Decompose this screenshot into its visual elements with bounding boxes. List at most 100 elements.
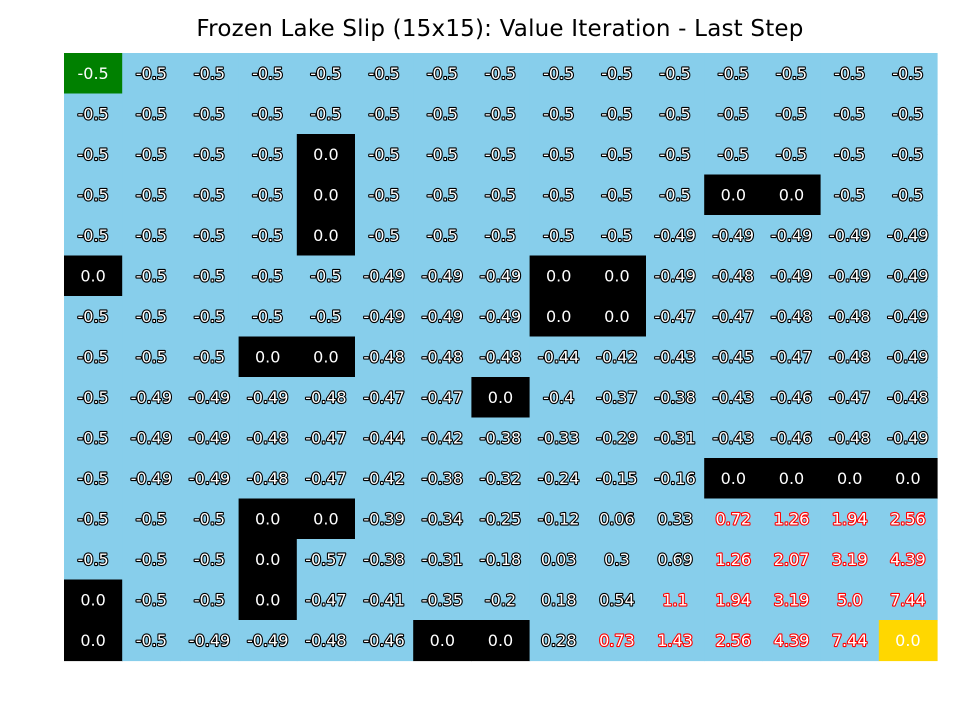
cell-value: -0.5: [252, 226, 283, 245]
cell-value: -0.5: [310, 266, 341, 285]
frozen-cell: [529, 215, 589, 257]
cell-value: -0.49: [189, 469, 230, 488]
cell-value: -0.49: [422, 307, 463, 326]
frozen-cell: [587, 417, 647, 459]
cell-value: -0.47: [771, 347, 812, 366]
cell-value: -0.5: [543, 145, 574, 164]
cell-value: -0.5: [194, 347, 225, 366]
frozen-cell: [413, 53, 472, 95]
frozen-cell: [587, 215, 647, 257]
frozen-cell: [180, 215, 240, 257]
hole-cell: [878, 458, 938, 500]
cell-value: -0.5: [136, 590, 167, 609]
frozen-cell: [180, 498, 240, 540]
cell-value: 0.33: [657, 509, 693, 528]
cell-value: -0.5: [194, 550, 225, 569]
cell-value: -0.33: [538, 428, 579, 447]
cell-value: -0.43: [654, 347, 695, 366]
cell-value: -0.37: [596, 388, 637, 407]
cell-value: -0.5: [601, 185, 632, 204]
cell-value: 0.72: [715, 509, 751, 528]
frozen-cell: [646, 417, 705, 459]
frozen-cell: [238, 53, 298, 95]
cell-value: -0.49: [771, 266, 812, 285]
frozen-cell: [471, 215, 531, 257]
cell-value: 0.0: [895, 631, 920, 650]
frozen-cell: [296, 93, 356, 135]
frozen-cell: [296, 539, 356, 581]
cell-value: 0.69: [657, 550, 693, 569]
cell-value: -0.48: [422, 347, 463, 366]
cell-value: 0.73: [599, 631, 635, 650]
frozen-cell: [122, 458, 181, 500]
cell-value: -0.5: [427, 104, 458, 123]
frozen-cell: [646, 134, 705, 176]
cell-value: -0.5: [368, 226, 399, 245]
cell-value: -0.49: [713, 226, 754, 245]
cell-value: -0.5: [77, 145, 108, 164]
frozen-cell: [878, 498, 938, 540]
frozen-cell: [820, 93, 880, 135]
cell-value: -0.5: [136, 550, 167, 569]
cell-value: -0.48: [305, 631, 346, 650]
frozen-cell: [355, 215, 414, 257]
frozen-cell: [471, 53, 531, 95]
cell-value: -0.49: [771, 226, 812, 245]
frozen-cell: [355, 174, 414, 216]
cell-value: -0.48: [480, 347, 521, 366]
frozen-cell: [762, 134, 822, 176]
frozen-cell: [646, 255, 705, 297]
frozen-cell: [122, 255, 181, 297]
cell-value: -0.49: [189, 428, 230, 447]
frozen-cell: [704, 498, 763, 540]
hole-cell: [762, 174, 822, 216]
cell-value: -0.5: [776, 145, 807, 164]
cell-value: 0.0: [546, 307, 571, 326]
frozen-cell: [587, 174, 647, 216]
frozen-cell: [471, 174, 531, 216]
cell-value: -0.5: [776, 64, 807, 83]
cell-value: -0.48: [363, 347, 404, 366]
frozen-cell: [64, 417, 123, 459]
cell-value: 0.0: [488, 631, 513, 650]
frozen-cell: [820, 539, 880, 581]
cell-value: -0.5: [252, 185, 283, 204]
frozen-cell: [413, 417, 472, 459]
frozen-cell: [296, 417, 356, 459]
cell-value: -0.5: [834, 185, 865, 204]
cell-value: -0.5: [834, 64, 865, 83]
cell-value: -0.5: [194, 307, 225, 326]
hole-cell: [529, 255, 589, 297]
cell-value: -0.48: [713, 266, 754, 285]
hole-cell: [238, 579, 298, 621]
frozen-cell: [413, 93, 472, 135]
cell-value: -0.42: [596, 347, 637, 366]
frozen-cell: [704, 134, 763, 176]
frozen-cell: [820, 296, 880, 338]
cell-value: -0.5: [77, 64, 108, 83]
cell-value: 0.0: [779, 185, 804, 204]
start-cell: [64, 53, 123, 95]
hole-cell: [820, 458, 880, 500]
hole-cell: [471, 377, 531, 419]
frozen-cell: [471, 255, 531, 297]
cell-value: -0.31: [422, 550, 463, 569]
frozen-cell: [704, 579, 763, 621]
cell-value: -0.12: [538, 509, 579, 528]
goal-cell: [878, 620, 938, 662]
frozen-cell: [529, 539, 589, 581]
frozen-cell: [238, 620, 298, 662]
cell-value: -0.5: [136, 226, 167, 245]
cell-value: -0.47: [422, 388, 463, 407]
cell-value: -0.49: [887, 266, 928, 285]
hole-cell: [296, 134, 356, 176]
cell-value: 0.0: [313, 185, 338, 204]
cell-value: 5.0: [837, 590, 862, 609]
cell-value: -0.46: [771, 428, 812, 447]
cell-value: -0.5: [136, 104, 167, 123]
hole-cell: [296, 498, 356, 540]
frozen-cell: [296, 255, 356, 297]
frozen-cell: [64, 296, 123, 338]
frozen-cell: [64, 458, 123, 500]
cell-value: -0.38: [363, 550, 404, 569]
